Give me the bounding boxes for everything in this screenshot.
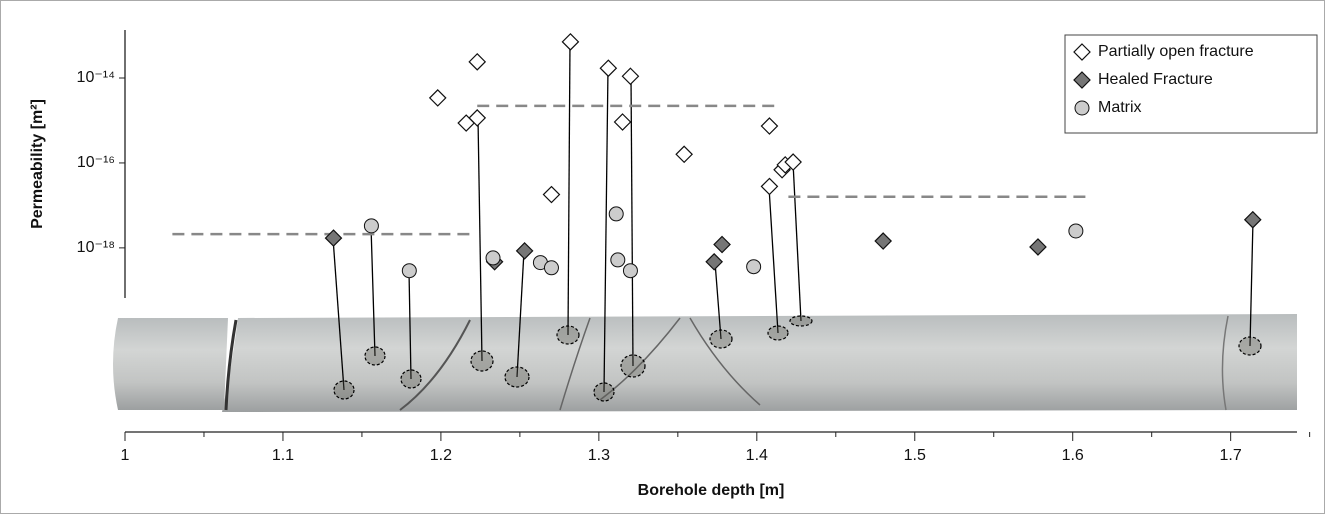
data-point: [621, 67, 640, 86]
legend-label: Matrix: [1098, 99, 1142, 116]
data-point: [746, 259, 762, 275]
legend-marker: [1073, 71, 1091, 89]
x-tick-label: 1.3: [588, 447, 610, 464]
data-point: [613, 113, 632, 131]
data-point: [401, 263, 417, 279]
data-point: [675, 145, 693, 164]
legend-box: [1064, 34, 1318, 134]
data-point: [610, 252, 626, 268]
core-photo: [113, 314, 1297, 412]
data-point: [1243, 210, 1262, 229]
data-point: [428, 89, 447, 107]
x-tick-label: 1.4: [746, 447, 768, 464]
data-point: [561, 33, 580, 51]
legend-label: Partially open fracture: [1098, 43, 1254, 60]
data-point: [608, 206, 624, 222]
y-axis-title: Permeability [m²]: [29, 99, 46, 229]
legend-marker: [1073, 43, 1091, 61]
x-tick-label: 1.2: [430, 447, 452, 464]
y-tick-label: 10⁻¹⁸: [77, 239, 115, 256]
data-point: [363, 218, 379, 234]
data-point: [485, 250, 501, 266]
legend-label: Healed Fracture: [1098, 71, 1213, 88]
y-tick-label: 10⁻¹⁶: [77, 154, 115, 171]
data-point: [705, 252, 724, 271]
x-tick-label: 1: [121, 447, 130, 464]
data-point: [1029, 238, 1047, 256]
sample-connectors: [332, 41, 1254, 393]
x-axis-title: Borehole depth [m]: [638, 482, 785, 499]
x-tick-label: 1.5: [904, 447, 926, 464]
data-point: [543, 260, 559, 276]
data-point: [760, 117, 779, 135]
x-tick-label: 1.7: [1220, 447, 1242, 464]
y-tick-label: 10⁻¹⁴: [77, 69, 116, 86]
data-point: [599, 59, 618, 78]
data-point: [760, 177, 779, 196]
legend-marker: [1074, 100, 1090, 116]
x-tick-label: 1.6: [1062, 447, 1084, 464]
data-point: [784, 153, 802, 171]
data-point: [542, 185, 561, 204]
data-point: [324, 229, 343, 247]
data-point: [515, 242, 534, 260]
data-point: [622, 263, 638, 279]
data-point: [713, 235, 731, 254]
data-point: [874, 232, 893, 250]
data-point: [468, 109, 487, 127]
data-point: [468, 53, 487, 71]
x-tick-label: 1.1: [272, 447, 294, 464]
sample-spots: [333, 315, 1262, 402]
data-point: [1068, 223, 1084, 239]
